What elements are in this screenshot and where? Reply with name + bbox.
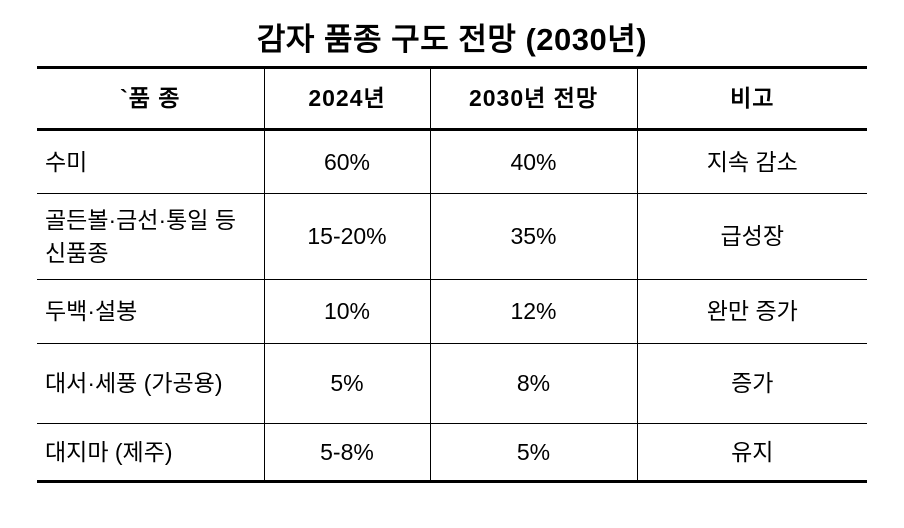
cell-2030: 8%: [429, 343, 637, 424]
table-row: 수미 60% 40% 지속 감소: [37, 129, 867, 194]
table-row: 두백·설봉 10% 12% 완만 증가: [37, 279, 867, 344]
cell-2030: 40%: [429, 129, 637, 194]
cell-variety: 수미: [45, 148, 88, 175]
potato-variety-forecast-table: `품 종 2024년 2030년 전망 비고 수미 60% 40% 지속 감소 …: [37, 66, 867, 483]
cell-2030: 5%: [429, 423, 637, 482]
cell-2024: 5-8%: [263, 423, 430, 482]
table-row: 골든볼·금선·통일 등 신품종 15-20% 35% 급성장: [37, 193, 867, 280]
header-2030-forecast: 2030년 전망: [429, 67, 637, 130]
cell-2030: 12%: [429, 279, 637, 344]
page-title: 감자 품종 구도 전망 (2030년): [256, 22, 648, 57]
header-variety: `품 종: [120, 85, 181, 112]
cell-variety: 대지마 (제주): [45, 438, 173, 465]
header-note: 비고: [636, 67, 867, 130]
header-2024: 2024년: [263, 67, 430, 130]
table-row: 대서·세풍 (가공용) 5% 8% 증가: [37, 343, 867, 424]
cell-2024: 60%: [263, 129, 430, 194]
table-row: 대지마 (제주) 5-8% 5% 유지: [37, 423, 867, 482]
cell-note: 지속 감소: [636, 129, 867, 194]
cell-note: 유지: [636, 423, 867, 482]
cell-2024: 5%: [263, 343, 430, 424]
cell-2024: 15-20%: [263, 193, 430, 280]
cell-note: 증가: [636, 343, 867, 424]
cell-variety: 대서·세풍 (가공용): [45, 370, 223, 397]
cell-note: 급성장: [636, 193, 867, 280]
cell-note: 완만 증가: [636, 279, 867, 344]
cell-2024: 10%: [263, 279, 430, 344]
cell-2030: 35%: [429, 193, 637, 280]
cell-variety: 골든볼·금선·통일 등 신품종: [45, 207, 236, 266]
table-header-row: `품 종 2024년 2030년 전망 비고: [37, 67, 867, 130]
cell-variety: 두백·설봉: [45, 298, 138, 325]
